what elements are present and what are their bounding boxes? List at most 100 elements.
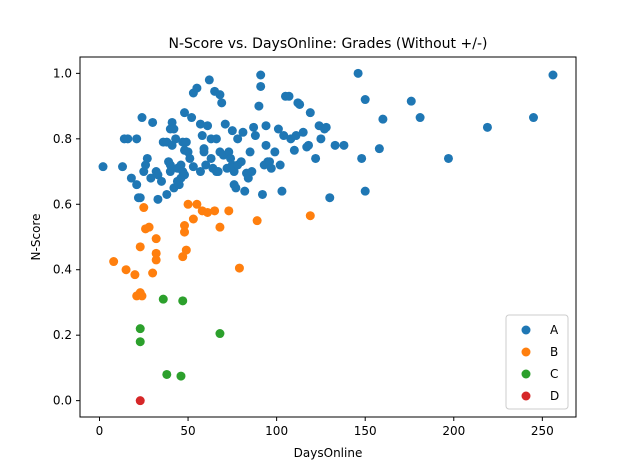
point-a-120 xyxy=(339,140,349,150)
point-b-22 xyxy=(203,207,213,217)
point-a-18 xyxy=(156,176,166,186)
x-tick-label-150: 150 xyxy=(354,424,377,438)
legend-label-a: A xyxy=(550,323,559,337)
point-a-106 xyxy=(291,131,301,141)
point-a-61 xyxy=(211,134,221,144)
plot-frame xyxy=(79,56,577,418)
point-b-18 xyxy=(183,199,193,209)
point-a-121 xyxy=(353,68,363,78)
point-b-26 xyxy=(234,263,244,273)
point-a-62 xyxy=(213,167,223,177)
point-c-5 xyxy=(178,296,188,306)
point-a-43 xyxy=(185,153,195,163)
point-a-45 xyxy=(188,162,198,172)
legend-label-c: C xyxy=(550,367,558,381)
point-a-55 xyxy=(204,75,214,85)
point-a-65 xyxy=(217,98,227,108)
point-c-0 xyxy=(135,324,145,334)
point-b-11 xyxy=(151,234,161,244)
point-c-2 xyxy=(158,294,168,304)
point-a-92 xyxy=(261,121,271,131)
y-tick-label-0.4: 0.4 xyxy=(53,263,72,277)
point-c-1 xyxy=(135,337,145,347)
point-a-101 xyxy=(279,131,289,141)
x-tick-label-50: 50 xyxy=(180,424,195,438)
point-a-111 xyxy=(304,140,314,150)
point-a-1 xyxy=(118,162,128,172)
point-b-6 xyxy=(137,291,147,301)
point-a-90 xyxy=(257,189,267,199)
point-a-128 xyxy=(415,113,425,123)
point-a-97 xyxy=(270,147,280,157)
point-a-38 xyxy=(180,170,190,180)
point-a-24 xyxy=(165,160,175,170)
point-b-2 xyxy=(130,270,140,280)
point-a-54 xyxy=(203,121,213,131)
point-a-40 xyxy=(180,108,190,118)
point-a-8 xyxy=(135,193,145,203)
point-a-5 xyxy=(132,180,142,190)
point-a-109 xyxy=(298,127,308,137)
point-b-12 xyxy=(151,255,161,265)
point-a-63 xyxy=(215,90,225,100)
legend-marker-a xyxy=(521,325,531,335)
point-b-0 xyxy=(109,257,119,267)
point-a-84 xyxy=(247,167,257,177)
y-tick-label-0.8: 0.8 xyxy=(53,132,72,146)
x-tick-label-100: 100 xyxy=(265,424,288,438)
point-b-5 xyxy=(135,242,145,252)
point-a-115 xyxy=(316,134,326,144)
point-a-79 xyxy=(238,127,248,137)
point-a-93 xyxy=(261,140,271,150)
point-a-127 xyxy=(406,96,416,106)
point-a-3 xyxy=(123,134,133,144)
point-a-41 xyxy=(181,137,191,147)
y-tick-label-0.0: 0.0 xyxy=(53,394,72,408)
point-a-125 xyxy=(374,144,384,154)
point-c-6 xyxy=(215,329,225,339)
point-a-113 xyxy=(311,153,321,163)
point-a-126 xyxy=(378,114,388,124)
x-tick-label-200: 200 xyxy=(442,424,465,438)
legend-label-d: D xyxy=(550,389,559,403)
point-a-80 xyxy=(240,186,250,196)
point-a-6 xyxy=(132,134,142,144)
point-a-86 xyxy=(250,131,260,141)
point-b-16 xyxy=(180,227,190,237)
point-a-108 xyxy=(295,99,305,109)
point-b-9 xyxy=(144,222,154,232)
legend-box xyxy=(505,314,569,410)
point-a-85 xyxy=(249,122,259,132)
point-a-67 xyxy=(220,119,230,129)
y-axis: 0.0 0.2 0.4 0.6 0.8 1.0 xyxy=(53,66,80,408)
point-a-14 xyxy=(148,117,158,127)
point-a-129 xyxy=(443,153,453,163)
point-a-118 xyxy=(325,193,335,203)
point-a-44 xyxy=(187,113,197,123)
point-a-23 xyxy=(165,167,175,177)
point-b-19 xyxy=(188,214,198,224)
point-a-52 xyxy=(199,147,209,157)
point-a-96 xyxy=(266,163,276,173)
point-a-76 xyxy=(233,134,243,144)
point-b-24 xyxy=(215,222,225,232)
point-a-57 xyxy=(206,153,216,163)
point-b-15 xyxy=(180,221,190,231)
point-a-89 xyxy=(256,81,266,91)
point-a-29 xyxy=(169,124,179,134)
point-a-99 xyxy=(275,160,285,170)
legend-label-b: B xyxy=(550,345,558,359)
point-a-131 xyxy=(528,113,538,123)
legend-marker-b xyxy=(521,347,531,357)
point-a-16 xyxy=(153,194,163,204)
point-a-49 xyxy=(195,119,205,129)
point-a-12 xyxy=(142,153,152,163)
point-a-130 xyxy=(482,122,492,132)
point-a-30 xyxy=(171,134,181,144)
point-a-87 xyxy=(254,101,264,111)
x-tick-label-250: 250 xyxy=(531,424,554,438)
point-b-7 xyxy=(139,203,149,213)
point-a-98 xyxy=(273,124,283,134)
point-a-0 xyxy=(98,162,108,172)
